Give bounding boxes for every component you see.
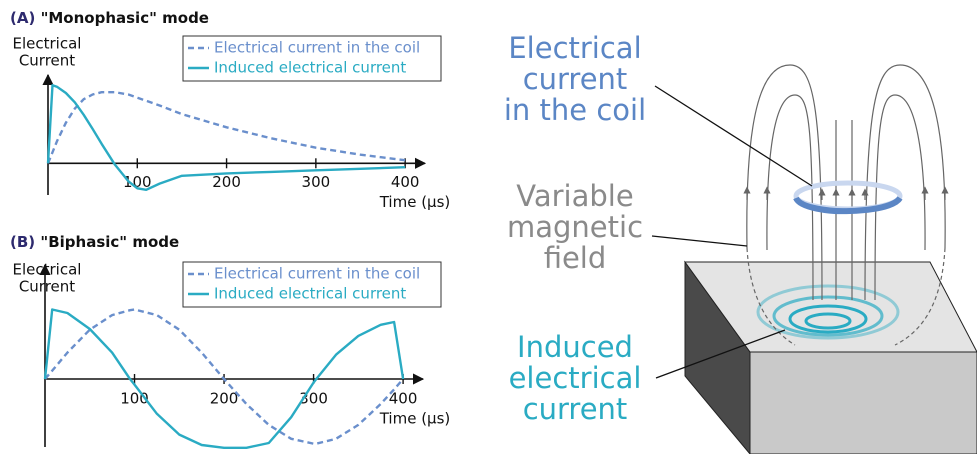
line-series [48, 92, 405, 163]
panel-title-text: "Biphasic" mode [40, 233, 179, 251]
x-tick-label: 400 [391, 173, 420, 191]
panel-label: (A) [10, 9, 35, 27]
diagram-label: Variable [516, 179, 633, 213]
panel-title: (A) "Monophasic" mode [10, 9, 209, 27]
diagram-label: current [523, 62, 628, 96]
legend-label: Induced electrical current [214, 285, 406, 303]
diagram-label: electrical [509, 361, 642, 395]
y-axis-label: Current [19, 278, 75, 296]
x-tick-label: 200 [212, 173, 241, 191]
legend-label: Electrical current in the coil [214, 265, 420, 283]
panel-label: (B) [10, 233, 35, 251]
x-tick-label: 300 [302, 173, 331, 191]
y-axis-label: Current [19, 52, 75, 70]
diagram-label: current [523, 392, 628, 426]
y-axis-label: Electrical [13, 35, 82, 53]
x-axis-label: Time (μs) [379, 193, 451, 211]
diagram-label: Electrical [508, 31, 641, 65]
x-axis-label: Time (μs) [379, 410, 451, 428]
coil [796, 183, 900, 211]
diagram-label: Induced [517, 330, 633, 364]
legend-label: Electrical current in the coil [214, 39, 420, 57]
legend-label: Induced electrical current [214, 59, 406, 77]
line-series [48, 85, 405, 190]
panel-title: (B) "Biphasic" mode [10, 233, 179, 251]
x-tick-label: 200 [210, 390, 239, 408]
panel-title-text: "Monophasic" mode [41, 9, 209, 27]
block [685, 262, 977, 454]
diagram-label: magnetic [507, 210, 643, 244]
diagram-label: field [544, 241, 607, 275]
figure: Electricalcurrentin the coilVariablemagn… [0, 0, 977, 454]
diagram-label: in the coil [504, 93, 646, 127]
y-axis-label: Electrical [13, 261, 82, 279]
